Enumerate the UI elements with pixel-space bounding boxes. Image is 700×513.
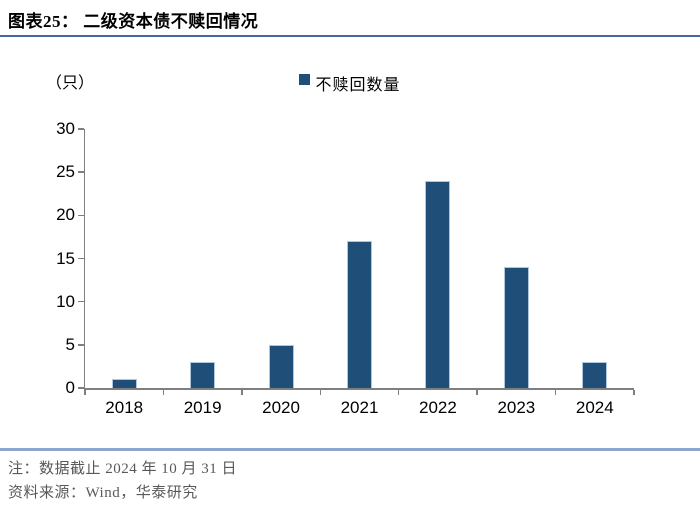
y-tick-label: 10: [56, 291, 75, 311]
y-axis-tick: [77, 214, 84, 217]
y-tick-label: 30: [56, 119, 75, 138]
y-axis-tick: [77, 128, 84, 130]
bar-2018: [111, 379, 137, 388]
bar-2022: [425, 180, 451, 388]
x-axis-tick: [397, 390, 400, 395]
y-axis-unit-label: （只）: [46, 75, 95, 92]
x-tick-label: 2022: [419, 398, 457, 417]
y-axis-tick: [77, 344, 84, 346]
y-tick-label: 20: [56, 205, 75, 225]
x-tick-label: 2019: [183, 398, 222, 417]
y-axis-tick: [77, 300, 84, 303]
legend: 不赎回数量: [0, 71, 700, 95]
x-tick-label: 2018: [105, 398, 144, 417]
y-axis-tick: [77, 387, 84, 389]
plot-area: 0 5 10 15 20 25 30 2018 2019 2020 2021 2022 2023 2024: [56, 119, 635, 417]
bar-2024: [582, 362, 608, 388]
y-tick-label: 15: [56, 248, 75, 268]
legend-swatch-icon: [299, 74, 311, 85]
y-axis-tick: [77, 171, 84, 173]
x-axis-tick: [633, 390, 635, 395]
source-text: 资料来源：Wind，华泰研究: [8, 485, 198, 501]
footer-divider: [0, 448, 700, 451]
y-tick-label: 25: [56, 162, 75, 182]
x-axis-tick: [319, 390, 322, 395]
x-axis-tick: [476, 390, 478, 395]
x-tick-label: 2023: [497, 398, 536, 417]
legend-label: 不赎回数量: [315, 77, 401, 94]
x-axis-tick: [241, 390, 243, 395]
x-tick-label: 2021: [340, 398, 379, 417]
title-divider: [0, 35, 700, 37]
y-tick-label: 5: [65, 334, 75, 354]
x-tick-label: 2024: [575, 398, 614, 417]
x-axis-tick: [554, 390, 557, 395]
x-axis-tick: [84, 390, 86, 395]
figure-title: 图表25： 二级资本债不赎回情况: [8, 12, 259, 31]
x-tick-label: 2020: [262, 398, 300, 417]
y-axis-tick: [77, 257, 84, 260]
bar-2021: [347, 241, 372, 388]
note-text: 注：数据截止 2024 年 10 月 31 日: [8, 461, 238, 477]
bar-2019: [190, 362, 216, 388]
bar-2023: [503, 267, 529, 388]
bar-2020: [268, 344, 294, 388]
x-axis-tick: [162, 390, 165, 395]
y-tick-label: 0: [65, 378, 75, 397]
